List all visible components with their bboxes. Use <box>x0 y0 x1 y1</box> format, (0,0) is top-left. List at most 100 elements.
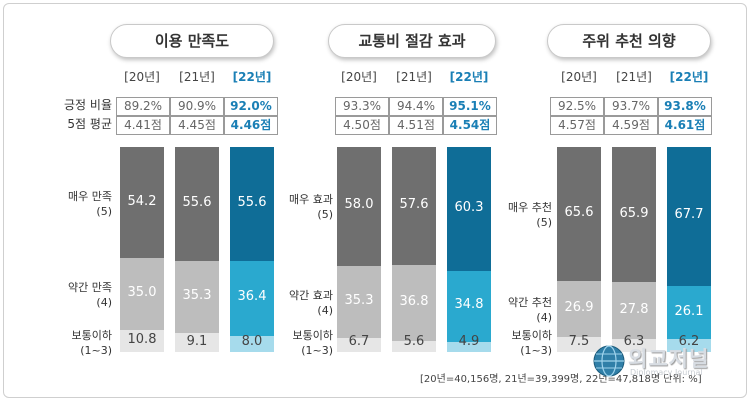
series-label: 보통이하 (1~3) <box>72 328 112 358</box>
bar-segment <box>337 265 381 339</box>
series-label-line: (5) <box>317 208 333 222</box>
bar-segment <box>230 147 274 261</box>
year-label: [21년] <box>396 70 432 84</box>
data-label: 6.7 <box>348 334 370 349</box>
data-label: 36.8 <box>399 293 429 309</box>
data-label: 9.1 <box>186 333 208 349</box>
series-label: 매우 효과 (5) <box>289 192 333 222</box>
metric-value: 92.0% <box>224 97 278 116</box>
year-label: [20년] <box>341 70 377 84</box>
bar-segment <box>230 335 274 352</box>
data-label: 6.2 <box>678 334 700 349</box>
metric-label: 긍정 비율 <box>64 98 112 112</box>
metric-value: 93.3% <box>335 97 389 116</box>
metric-value: 4.46점 <box>224 116 278 135</box>
metric-value: 4.54점 <box>443 116 497 135</box>
series-label: 약간 만족 (4) <box>68 280 112 310</box>
watermark-subtext: Diplomacy Journal <box>630 368 703 377</box>
year-label: [22년] <box>449 70 489 84</box>
series-label: 약간 추천 (4) <box>508 295 552 325</box>
chart-title: 이용 만족도 <box>110 24 274 58</box>
data-label: 54.2 <box>127 193 157 209</box>
metric-value: 4.50점 <box>335 116 389 135</box>
bar-segment <box>337 338 381 352</box>
series-label-line: 약간 만족 <box>68 280 112 294</box>
series-label-line: 보통이하 <box>511 329 552 342</box>
bar-segment <box>175 260 219 334</box>
bar-segment <box>612 339 656 352</box>
series-label-line: (4) <box>96 295 112 309</box>
data-label: 55.6 <box>237 194 267 210</box>
metric-value: 4.57점 <box>550 116 604 135</box>
data-label: 55.6 <box>182 194 212 210</box>
globe-icon <box>593 345 625 377</box>
year-label: [22년] <box>669 70 709 84</box>
data-label: 6.3 <box>623 334 645 349</box>
bar-segment <box>337 147 381 266</box>
bar-segment <box>175 147 219 261</box>
series-label-line: (4) <box>536 311 552 325</box>
series-label-line: 보통이하 <box>292 329 333 342</box>
data-label: 34.8 <box>454 297 484 313</box>
series-label-line: (5) <box>536 216 552 230</box>
data-label: 26.1 <box>674 303 704 319</box>
bar-segment <box>120 258 164 330</box>
bar-segment <box>230 260 274 336</box>
metric-value: 89.2% <box>116 97 170 116</box>
data-label: 7.5 <box>568 334 590 349</box>
year-label: [20년] <box>124 70 160 84</box>
series-label-line: (1~3) <box>80 344 112 357</box>
metric-value: 93.8% <box>658 97 712 116</box>
data-label: 27.8 <box>619 301 649 317</box>
data-label: 36.4 <box>237 289 267 305</box>
metric-value: 92.5% <box>550 97 604 116</box>
data-label: 67.7 <box>674 207 704 223</box>
data-label: 26.9 <box>564 300 594 316</box>
data-label: 57.6 <box>399 197 429 213</box>
year-label: [21년] <box>616 70 652 84</box>
year-label: [22년] <box>232 70 272 84</box>
series-label: 약간 효과 (4) <box>289 288 333 318</box>
footnote: [20년=40,156명, 21년=39,399명, 22년=47,818명 단… <box>420 374 702 385</box>
series-label: 보통이하 (1~3) <box>512 328 552 358</box>
bar-segment <box>667 339 711 352</box>
bar-segment <box>612 147 656 283</box>
data-label: 5.6 <box>403 334 425 349</box>
series-label-line: 매우 효과 <box>289 193 333 207</box>
data-label: 60.3 <box>454 199 484 215</box>
bar-segment <box>557 281 601 337</box>
series-label-line: (5) <box>96 204 112 218</box>
bar-segment <box>392 147 436 266</box>
data-label: 4.9 <box>458 334 480 349</box>
series-label-line: 보통이하 <box>71 329 112 342</box>
bar-segment <box>612 282 656 340</box>
bar-segment <box>392 265 436 341</box>
bar-segment <box>392 340 436 352</box>
bar-segment <box>667 285 711 340</box>
bar-segment <box>175 333 219 352</box>
data-label: 65.9 <box>619 205 649 221</box>
bar-segment <box>557 147 601 282</box>
metric-value: 93.7% <box>604 97 658 116</box>
series-label-line: 약간 효과 <box>289 289 333 303</box>
bar-segment <box>120 147 164 259</box>
metric-value: 94.4% <box>389 97 443 116</box>
series-label-line: (4) <box>317 304 333 318</box>
series-label: 매우 만족 (5) <box>68 189 112 219</box>
watermark: 외교저널 Diplomacy Journal <box>590 342 740 382</box>
series-label-line: 매우 추천 <box>508 201 552 215</box>
bar-segment <box>557 336 601 352</box>
data-label: 35.0 <box>127 284 157 300</box>
data-label: 8.0 <box>241 334 263 349</box>
metric-value: 4.59점 <box>604 116 658 135</box>
metric-value: 4.45점 <box>170 116 224 135</box>
year-label: [20년] <box>561 70 597 84</box>
data-label: 35.3 <box>182 288 212 304</box>
metric-value: 95.1% <box>443 97 497 116</box>
chart-title: 주위 추천 의향 <box>547 24 711 58</box>
watermark-text: 외교저널 <box>628 347 710 371</box>
metric-value: 4.61점 <box>658 116 712 135</box>
year-label: [21년] <box>179 70 215 84</box>
bar-segment <box>447 341 491 352</box>
metric-value: 4.51점 <box>389 116 443 135</box>
